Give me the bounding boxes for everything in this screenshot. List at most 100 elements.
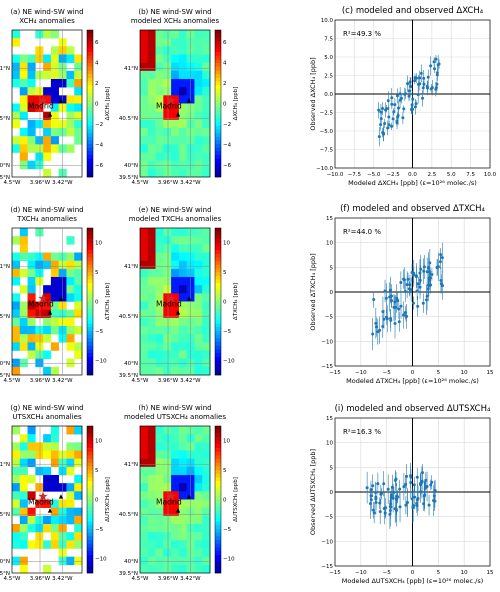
data-point <box>409 481 413 485</box>
map-frame <box>11 227 83 376</box>
colorbar-step <box>87 360 93 365</box>
scatter-panel: (c) modeled and observed ΔXCH₄−10.0 −7.5−… <box>309 6 497 187</box>
grid-cell <box>178 144 187 153</box>
grid-cell <box>66 285 75 294</box>
grid-cell <box>202 277 211 286</box>
grid-cell <box>43 168 52 178</box>
grid-cell <box>66 540 75 549</box>
colorbar-step <box>215 444 221 449</box>
colorbar-step <box>87 528 93 533</box>
colorbar-step <box>215 312 221 317</box>
lon-tick-label: 3.42°W <box>180 378 201 384</box>
grid-cell <box>186 466 195 476</box>
grid-cell <box>147 252 156 261</box>
grid-cell <box>178 236 187 245</box>
grid-cell <box>194 342 203 351</box>
lat-tick-label: 41°N <box>124 462 138 468</box>
grid-cell <box>178 54 187 63</box>
grid-cell <box>27 540 36 549</box>
grid-cell <box>178 564 187 574</box>
colorbar-step <box>87 352 93 357</box>
colorbar-step <box>87 235 93 240</box>
grid-cell <box>58 301 67 310</box>
colorbar-label: ΔUTSXCH₄ [ppb] <box>105 477 111 522</box>
grid-cell <box>155 277 164 286</box>
grid-cell <box>50 458 59 468</box>
colorbar-step <box>87 451 93 456</box>
grid-cell <box>66 326 75 335</box>
grid-cell <box>147 103 156 112</box>
colorbar-step <box>215 30 221 34</box>
lon-tick-label: 3.96°W <box>30 576 51 582</box>
grid-cell <box>27 128 36 137</box>
grid-cell <box>27 260 36 270</box>
grid-cell <box>171 70 180 80</box>
grid-cell <box>163 168 172 178</box>
grid-cell <box>186 317 195 327</box>
colorbar-step <box>215 55 221 60</box>
grid-cell <box>50 30 59 39</box>
grid-cell <box>186 524 195 533</box>
grid-cell <box>66 260 75 270</box>
grid-cell <box>50 268 59 278</box>
grid-cell <box>74 285 83 294</box>
grid-cell <box>35 277 44 286</box>
grid-cell <box>171 458 180 468</box>
grid-cell <box>50 70 59 80</box>
grid-cell <box>163 144 172 153</box>
colorbar-step <box>87 147 93 152</box>
city-label: Madrid <box>28 299 54 308</box>
grid-cell <box>66 70 75 80</box>
data-point <box>439 278 443 282</box>
grid-cell <box>19 228 28 237</box>
grid-cell <box>19 309 28 319</box>
lon-tick-label: 3.96°W <box>158 576 179 582</box>
grid-cell <box>19 144 28 153</box>
grid-cell <box>186 285 195 294</box>
colorbar-step <box>87 341 93 346</box>
data-point <box>381 310 385 314</box>
grid-cell <box>19 358 28 368</box>
grid-cell <box>19 160 28 170</box>
grid-cell <box>140 54 149 63</box>
grid-cell <box>202 491 211 500</box>
madrid-star-marker <box>166 491 176 501</box>
colorbar-step <box>87 118 93 123</box>
grid-cell <box>178 317 187 327</box>
grid-cell <box>50 87 59 96</box>
grid-cell <box>27 285 36 294</box>
grid-cell <box>50 483 59 492</box>
grid-cell <box>163 277 172 286</box>
grid-cell <box>74 350 83 359</box>
grid-cell <box>186 564 195 574</box>
data-point <box>372 298 376 302</box>
data-point <box>412 483 416 487</box>
grid-cell <box>155 309 164 319</box>
grid-cell <box>178 475 187 484</box>
grid-cell <box>202 548 211 557</box>
grid-cell <box>58 540 67 549</box>
grid-cell <box>19 252 28 261</box>
colorbar-tick-label: −5 <box>223 527 232 533</box>
grid-cell <box>27 326 36 335</box>
colorbar-tick-label: 5 <box>95 270 99 276</box>
colorbar-step <box>215 330 221 335</box>
grid-cell <box>147 366 156 376</box>
colorbar-step <box>87 525 93 530</box>
grid-cell <box>19 458 28 468</box>
grid-cell <box>155 268 164 278</box>
data-point <box>425 270 429 274</box>
colorbar-step <box>87 569 93 574</box>
grid-cell <box>58 79 67 88</box>
colorbar-step <box>215 451 221 456</box>
grid-cell <box>43 70 52 80</box>
grid-cell <box>43 111 52 121</box>
grid-cell <box>171 483 180 492</box>
map-gridlines <box>140 426 210 573</box>
colorbar-step <box>215 525 221 530</box>
lon-tick-label: 3.42°W <box>180 180 201 186</box>
lat-tick-label: 40.5°N <box>0 116 10 122</box>
grid-cell <box>19 564 28 574</box>
grid-cell <box>163 268 172 278</box>
grid-cell <box>155 285 164 294</box>
